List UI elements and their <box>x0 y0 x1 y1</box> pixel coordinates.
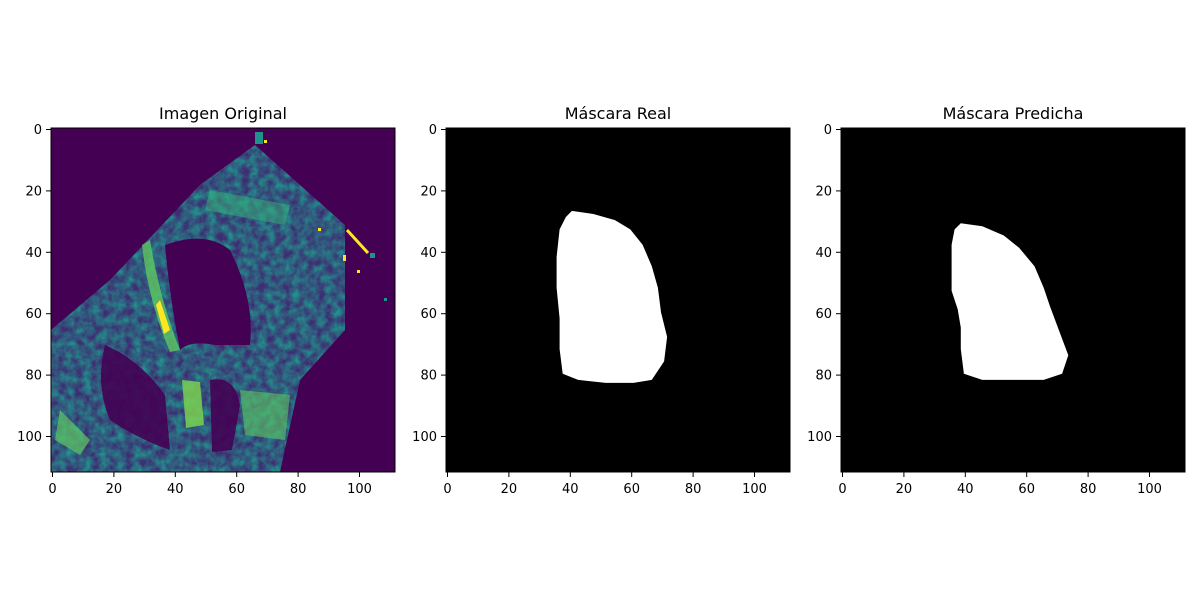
bright-wall <box>142 240 180 352</box>
y-tick-label: 40 <box>420 246 437 261</box>
x-tick-label: 40 <box>562 482 579 497</box>
y-tick-label: 20 <box>420 184 437 199</box>
x-tick-label: 0 <box>443 482 451 497</box>
x-axis: 0 20 40 60 80 100 <box>48 472 372 497</box>
artifact <box>264 140 267 143</box>
axes-frame <box>50 127 396 473</box>
image-mask-real <box>446 128 790 472</box>
bright-wall <box>182 380 204 428</box>
artifact <box>343 255 346 261</box>
y-tick-label: 20 <box>25 184 42 199</box>
bright-wall <box>240 390 290 440</box>
bright-wall <box>205 190 290 225</box>
x-tick-label: 80 <box>685 482 702 497</box>
y-tick-label: 0 <box>824 123 832 138</box>
y-axis: 0 20 40 60 80 100 <box>807 123 841 445</box>
x-tick-label: 100 <box>742 482 767 497</box>
dark-chamber <box>210 379 240 452</box>
x-tick-label: 80 <box>1080 482 1097 497</box>
y-tick-label: 80 <box>25 369 42 384</box>
x-tick-label: 0 <box>48 482 56 497</box>
panel-title: Imagen Original <box>159 104 287 123</box>
x-axis: 0 20 40 60 80 100 <box>443 472 767 497</box>
x-tick-label: 40 <box>167 482 184 497</box>
dark-chamber <box>165 238 251 350</box>
y-tick-label: 80 <box>420 369 437 384</box>
artifact <box>255 132 263 144</box>
dark-chamber <box>101 345 170 450</box>
y-tick-label: 20 <box>815 184 832 199</box>
x-tick-label: 40 <box>957 482 974 497</box>
panel-mask-real: Máscara Real 0 20 40 60 80 100 <box>412 104 791 497</box>
panel-original: Imagen Original <box>17 104 396 497</box>
artifact <box>345 228 370 255</box>
image-mask-predicted <box>841 128 1185 472</box>
artifact <box>384 298 387 301</box>
x-tick-label: 100 <box>1137 482 1162 497</box>
artifact <box>318 228 321 231</box>
y-tick-label: 100 <box>17 430 42 445</box>
panel-title: Máscara Real <box>565 104 672 123</box>
artifact <box>357 270 360 273</box>
y-tick-label: 60 <box>420 307 437 322</box>
image-original <box>51 128 395 472</box>
artifact <box>370 253 375 258</box>
y-axis: 0 20 40 60 80 100 <box>412 123 446 445</box>
bright-wall <box>55 410 90 455</box>
mask-region <box>951 223 1069 380</box>
y-tick-label: 100 <box>412 430 437 445</box>
mask-region <box>556 210 668 383</box>
y-tick-label: 80 <box>815 369 832 384</box>
x-tick-label: 60 <box>623 482 640 497</box>
bright-wall <box>156 300 170 334</box>
panel-title: Máscara Predicha <box>943 104 1084 123</box>
y-tick-label: 40 <box>815 246 832 261</box>
y-axis: 0 20 40 60 80 100 <box>17 123 51 445</box>
x-tick-label: 20 <box>896 482 913 497</box>
x-tick-label: 100 <box>347 482 372 497</box>
x-tick-label: 20 <box>106 482 123 497</box>
x-tick-label: 60 <box>228 482 245 497</box>
axes-frame <box>445 127 791 473</box>
y-tick-label: 0 <box>34 123 42 138</box>
x-tick-label: 80 <box>290 482 307 497</box>
y-tick-label: 0 <box>429 123 437 138</box>
y-tick-label: 40 <box>25 246 42 261</box>
y-tick-label: 100 <box>807 430 832 445</box>
y-tick-label: 60 <box>25 307 42 322</box>
x-axis: 0 20 40 60 80 100 <box>838 472 1162 497</box>
x-tick-label: 20 <box>501 482 518 497</box>
x-tick-label: 60 <box>1018 482 1035 497</box>
axes-frame <box>840 127 1186 473</box>
panel-mask-predicted: Máscara Predicha 0 20 40 60 80 100 <box>807 104 1186 497</box>
y-tick-label: 60 <box>815 307 832 322</box>
x-tick-label: 0 <box>838 482 846 497</box>
